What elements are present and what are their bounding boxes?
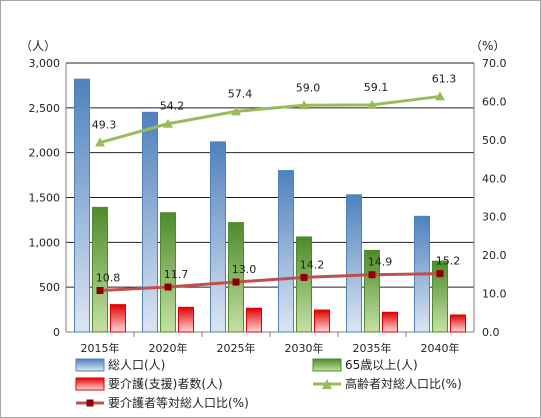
bar: [364, 249, 380, 333]
bars: [74, 78, 466, 333]
right-tick-label: 70.0: [482, 57, 507, 70]
legend-swatch: [75, 358, 105, 372]
line-marker: [367, 99, 377, 109]
bar: [228, 222, 244, 333]
right-axis-unit: （%）: [470, 39, 505, 53]
legend: 総人口(人) 65歳以上(人) 要介護(支援)者数(人) 高齢者対総人口比(%) 要介護…: [75, 358, 462, 410]
legend-label: 総人口(人): [108, 358, 165, 372]
right-tick-label: 20.0: [482, 249, 507, 262]
legend-label: 要介護者等対総人口比(%): [108, 395, 249, 410]
left-tick-label: 2,500: [29, 102, 61, 115]
data-labels: 49.3 54.2 57.4 59.0 59.1 61.3 10.8 11.7 13.0 14.2…: [92, 72, 461, 284]
left-tick-label: 3,000: [29, 57, 61, 70]
data-label: 59.0: [296, 81, 321, 94]
bar: [432, 260, 448, 333]
line-marker: [435, 91, 445, 101]
legend-label: 65歳以上(人): [345, 358, 418, 372]
left-tick-label: 1,000: [29, 236, 61, 249]
bar: [296, 236, 312, 333]
bar: [210, 141, 226, 333]
right-tick-label: 10.0: [482, 288, 507, 301]
line-marker: [164, 283, 172, 291]
bar: [110, 304, 126, 333]
line-marker: [95, 137, 105, 147]
category-label: 2040年: [421, 341, 460, 355]
legend-marker: [86, 399, 94, 407]
series-line: [99, 94, 441, 144]
data-label: 15.2: [436, 255, 461, 268]
left-axis-unit: （人）: [20, 39, 56, 53]
line-marker: [163, 118, 173, 128]
lines: [95, 91, 445, 294]
legend-swatch: [75, 377, 105, 391]
data-label: 13.0: [232, 263, 257, 276]
bar: [178, 306, 194, 333]
left-tick-label: 500: [39, 281, 60, 294]
bar: [382, 311, 398, 333]
right-tick-label: 60.0: [482, 95, 507, 108]
legend-swatch: [312, 358, 342, 372]
bar: [92, 206, 108, 333]
data-label: 14.2: [300, 258, 325, 271]
data-label: 57.4: [228, 87, 253, 100]
bar: [278, 170, 294, 333]
line-marker: [96, 286, 104, 294]
right-tick-label: 40.0: [482, 172, 507, 185]
left-tick-label: 0: [53, 326, 60, 339]
data-label: 61.3: [432, 72, 457, 85]
legend-label: 高齢者対総人口比(%): [345, 376, 462, 391]
category-label: 2015年: [81, 341, 120, 355]
line-marker: [232, 278, 240, 286]
bar: [74, 78, 90, 333]
legend-label: 要介護(支援)者数(人): [108, 376, 223, 391]
category-label: 2025年: [217, 341, 256, 355]
legend-marker: [322, 379, 332, 389]
bar: [346, 194, 362, 333]
data-label: 10.8: [96, 271, 121, 284]
bar: [246, 307, 262, 333]
line-marker: [368, 271, 376, 279]
data-label: 14.9: [368, 256, 393, 269]
left-tick-label: 2,000: [29, 147, 61, 160]
bar: [314, 309, 330, 333]
data-label: 11.7: [164, 268, 189, 281]
right-tick-label: 30.0: [482, 211, 507, 224]
bar: [142, 111, 158, 333]
line-marker: [299, 100, 309, 110]
left-tick-label: 1,500: [29, 192, 61, 205]
category-label: 2020年: [149, 341, 188, 355]
category-label: 2030年: [285, 341, 324, 355]
data-label: 59.1: [364, 81, 389, 94]
right-tick-label: 50.0: [482, 134, 507, 147]
gridlines: [66, 62, 474, 333]
series-line: [99, 272, 441, 292]
bar: [160, 212, 176, 333]
line-marker: [436, 270, 444, 278]
data-label: 49.3: [92, 119, 117, 132]
category-label: 2035年: [353, 341, 392, 355]
right-tick-label: 0.0: [482, 326, 500, 339]
line-marker: [300, 273, 308, 281]
data-label: 54.2: [160, 100, 185, 113]
axes: 0 500 1,000 1,500 2,000 2,500 3,000 0.0 10.0 20.0…: [20, 39, 507, 355]
bar: [450, 314, 466, 333]
line-marker: [231, 106, 241, 116]
